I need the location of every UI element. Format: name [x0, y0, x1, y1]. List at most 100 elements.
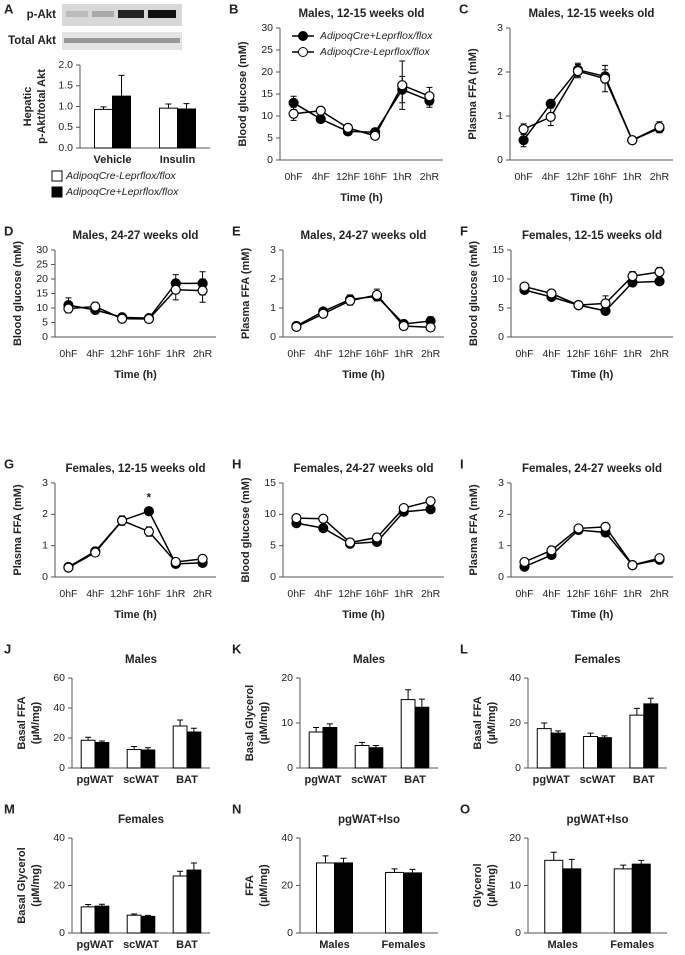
x-tick-label: BAT [176, 774, 198, 786]
panel-letter: O [460, 801, 470, 816]
marker [288, 97, 299, 108]
bar [583, 736, 598, 769]
panel-letter: A [4, 1, 14, 16]
bar [597, 737, 612, 769]
marker [519, 281, 530, 292]
chart-title: Females, 24-27 weeks old [522, 463, 662, 475]
error-bar [340, 857, 347, 863]
y-tick-label: 20 [509, 832, 521, 844]
bar [159, 107, 178, 149]
y-axis-label: (µM/mg) [258, 701, 270, 744]
marker [90, 547, 101, 558]
error-bar [326, 723, 333, 728]
error-bar [638, 859, 645, 865]
marker [170, 284, 181, 295]
x-tick-label: scWAT [351, 774, 387, 786]
y-tick-label: 20 [53, 879, 65, 891]
x-tick-label: 4hF [542, 588, 560, 600]
series-line [296, 295, 431, 327]
y-tick-label: 2.0 [58, 59, 73, 71]
bar [536, 728, 552, 769]
marker [63, 562, 74, 573]
bar [354, 745, 370, 769]
y-tick-label: 0 [270, 331, 276, 343]
legend-marker [298, 31, 308, 41]
x-tick-label: 12hF [336, 171, 360, 183]
blot-band [92, 11, 114, 17]
marker [424, 91, 435, 102]
x-tick-label: pgWAT [76, 774, 113, 786]
x-axis-label: Time (h) [342, 369, 385, 381]
series-line [523, 70, 660, 142]
marker [371, 532, 383, 543]
x-tick-label: 0hF [515, 348, 533, 360]
y-tick-label: 15 [492, 244, 504, 256]
marker [519, 556, 530, 568]
y-tick-label: 20 [53, 732, 65, 744]
y-axis-label: Blood glucose (mM) [12, 241, 24, 346]
bar [562, 868, 582, 934]
y-tick-label: 5 [42, 316, 48, 328]
y-tick-label: 10 [492, 273, 504, 285]
marker [425, 322, 436, 333]
y-tick-label: 0.5 [58, 121, 73, 133]
chart-title: Males, 24-27 weeks old [73, 230, 199, 242]
marker [143, 526, 155, 537]
error-bar [177, 719, 184, 726]
marker [572, 66, 584, 77]
x-tick-label: Insulin [160, 154, 196, 166]
y-axis-label: Blood glucose (mM) [237, 41, 249, 146]
marker [545, 111, 556, 122]
x-tick-label: 1hR [623, 588, 643, 600]
chart-title: Females [574, 654, 620, 666]
marker [197, 553, 208, 564]
marker [546, 288, 557, 299]
blot-band [148, 10, 176, 18]
x-tick-label: 16hF [137, 588, 161, 600]
x-tick-label: 12hF [338, 588, 362, 600]
x-tick-label: 1hR [166, 588, 186, 600]
marker [116, 515, 128, 526]
x-tick-label: 16hF [365, 348, 389, 360]
x-axis-label: Time (h) [570, 192, 613, 204]
marker [627, 559, 638, 571]
marker [90, 301, 101, 312]
x-tick-label: 16hF [137, 348, 161, 360]
x-tick-label: 16hF [593, 171, 617, 183]
x-tick-label: scWAT [580, 774, 616, 786]
x-tick-label: 4hF [314, 348, 332, 360]
error-bar [359, 741, 366, 746]
y-tick-label: 10 [509, 879, 521, 891]
y-tick-label: 0 [497, 154, 503, 166]
panel-letter: F [460, 223, 468, 238]
x-tick-label: 16hF [365, 588, 389, 600]
legend-label: AdipoqCre+Leprflox/flox [319, 30, 433, 42]
bar [403, 872, 422, 934]
chart-title: Males [353, 654, 385, 666]
y-axis-label: Basal FFA [16, 696, 28, 749]
x-tick-label: 4hF [86, 588, 104, 600]
y-tick-label: 1.0 [58, 100, 73, 112]
marker [291, 321, 302, 332]
y-tick-label: 10 [36, 302, 48, 314]
error-bar [418, 698, 425, 708]
x-tick-label: 1hR [623, 348, 643, 360]
legend-swatch [51, 170, 63, 182]
bar [414, 706, 430, 769]
x-tick-label: 1hR [394, 588, 414, 600]
chart-title: Females [118, 814, 164, 826]
bar [308, 731, 324, 769]
y-tick-label: 20 [261, 66, 273, 78]
x-tick-label: Females [381, 939, 425, 951]
x-tick-label: 4hF [314, 588, 332, 600]
x-tick-label: Males [319, 939, 350, 951]
error-bar [183, 103, 190, 109]
marker [116, 313, 128, 324]
marker [369, 130, 381, 141]
y-tick-label: 60 [53, 672, 65, 684]
x-tick-label: 2hR [421, 588, 441, 600]
marker [143, 506, 155, 517]
y-tick-label: 3 [497, 22, 503, 34]
marker [599, 73, 611, 84]
marker [318, 308, 329, 319]
